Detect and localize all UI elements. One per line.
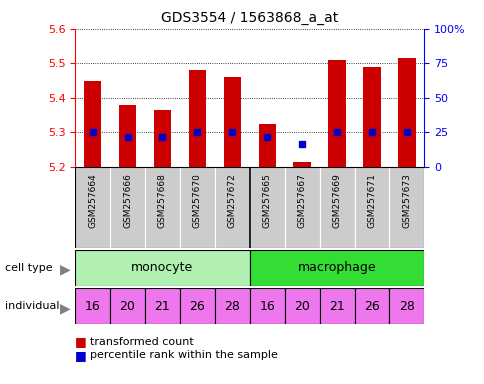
Text: transformed count: transformed count [90, 337, 193, 347]
Bar [328, 60, 345, 167]
Text: GSM257668: GSM257668 [158, 174, 166, 228]
Text: GSM257671: GSM257671 [367, 174, 376, 228]
Bar [258, 124, 275, 167]
Bar [363, 67, 380, 167]
Text: ■: ■ [75, 335, 87, 348]
Text: 28: 28 [398, 300, 414, 313]
Bar [249, 250, 424, 286]
Text: GSM257672: GSM257672 [227, 174, 236, 228]
Bar [284, 167, 319, 248]
Text: cell type: cell type [5, 263, 52, 273]
Text: ▶: ▶ [60, 263, 71, 276]
Bar [319, 288, 354, 324]
Text: GSM257666: GSM257666 [123, 174, 132, 228]
Text: 26: 26 [363, 300, 379, 313]
Bar [354, 288, 389, 324]
Text: GSM257673: GSM257673 [402, 174, 410, 228]
Bar [389, 288, 424, 324]
Text: percentile rank within the sample: percentile rank within the sample [90, 350, 277, 360]
Text: GSM257667: GSM257667 [297, 174, 306, 228]
Text: GSM257670: GSM257670 [193, 174, 201, 228]
Bar [75, 250, 249, 286]
Text: 16: 16 [85, 300, 100, 313]
Text: 16: 16 [259, 300, 274, 313]
Text: 26: 26 [189, 300, 205, 313]
Text: 28: 28 [224, 300, 240, 313]
Text: 21: 21 [329, 300, 344, 313]
Bar [119, 105, 136, 167]
Bar [354, 167, 389, 248]
Text: monocyte: monocyte [131, 262, 193, 274]
Bar [153, 110, 171, 167]
Bar [188, 70, 206, 167]
Title: GDS3554 / 1563868_a_at: GDS3554 / 1563868_a_at [161, 11, 338, 25]
Text: GSM257664: GSM257664 [88, 174, 97, 228]
Text: ▶: ▶ [60, 301, 71, 315]
Bar [293, 162, 310, 167]
Text: individual: individual [5, 301, 59, 311]
Text: 20: 20 [120, 300, 135, 313]
Text: macrophage: macrophage [297, 262, 376, 274]
Bar [284, 288, 319, 324]
Bar [145, 167, 180, 248]
Text: 20: 20 [294, 300, 309, 313]
Text: 21: 21 [154, 300, 170, 313]
Bar [180, 288, 214, 324]
Bar [180, 167, 214, 248]
Bar [223, 77, 241, 167]
Bar [110, 288, 145, 324]
Bar [249, 167, 284, 248]
Text: GSM257669: GSM257669 [332, 174, 341, 228]
Bar [249, 288, 284, 324]
Bar [75, 167, 110, 248]
Bar [319, 167, 354, 248]
Bar [84, 81, 101, 167]
Bar [110, 167, 145, 248]
Bar [397, 58, 415, 167]
Bar [389, 167, 424, 248]
Bar [214, 167, 249, 248]
Text: GSM257665: GSM257665 [262, 174, 271, 228]
Bar [214, 288, 249, 324]
Bar [145, 288, 180, 324]
Bar [75, 288, 110, 324]
Text: ■: ■ [75, 349, 87, 362]
